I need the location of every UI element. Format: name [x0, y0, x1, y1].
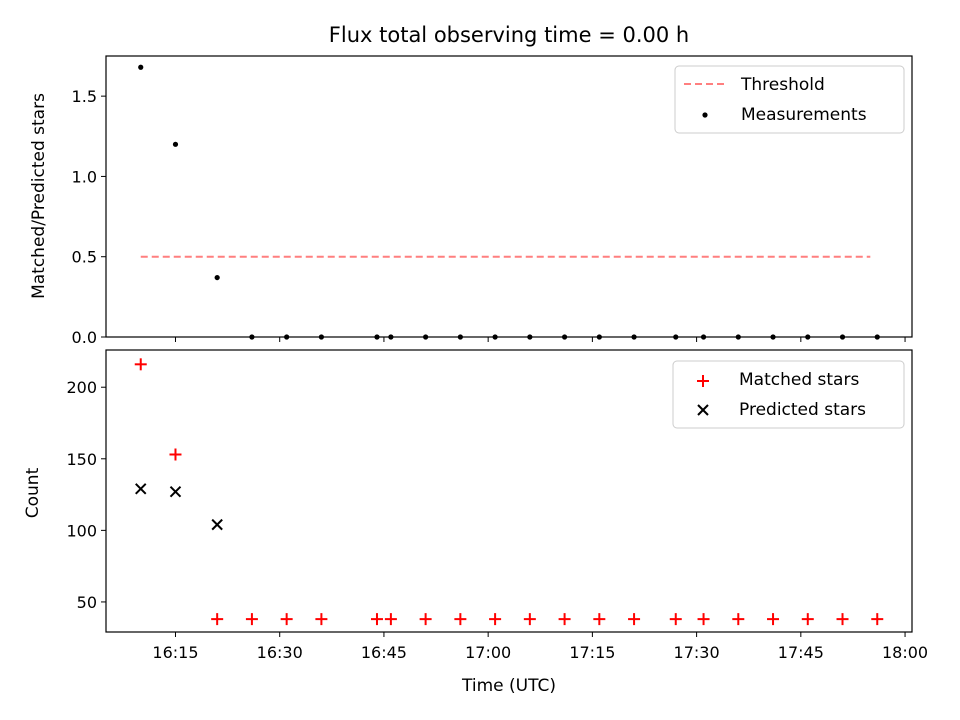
y-tick-label: 1.0	[72, 167, 97, 186]
bottom-y-axis-ticks: 50 100 150 200	[66, 378, 106, 612]
matched-star-point	[211, 613, 224, 626]
legend-measurements-swatch	[702, 112, 708, 118]
matched-star-point	[280, 613, 293, 626]
x-axis-label: Time (UTC)	[461, 676, 556, 696]
top-plot-marks	[138, 64, 880, 340]
y-tick-label: 1.5	[72, 87, 97, 106]
top-chart: Flux total observing time = 0.00 h Match…	[29, 23, 913, 347]
matched-star-point	[871, 613, 884, 626]
legend-matched-label: Matched stars	[739, 370, 859, 390]
top-x-axis-ticks	[174, 337, 906, 342]
top-legend: Threshold Measurements	[674, 65, 905, 134]
top-plot-frame	[105, 55, 913, 338]
matched-star-point	[732, 613, 745, 626]
y-tick-label: 200	[66, 378, 97, 397]
y-tick-label: 50	[77, 593, 97, 612]
matched-star-point	[489, 613, 502, 626]
matched-star-point	[801, 613, 814, 626]
x-tick-label: 17:15	[569, 643, 615, 662]
matched-star-point	[523, 613, 536, 626]
y-tick-label: 0.0	[72, 328, 97, 347]
x-tick-label: 17:45	[778, 643, 824, 662]
matched-star-point	[245, 613, 258, 626]
matched-star-point	[836, 613, 849, 626]
x-tick-label: 16:15	[152, 643, 198, 662]
matched-star-point	[454, 613, 467, 626]
predicted-star-point	[135, 483, 147, 495]
matched-star-point	[315, 613, 328, 626]
matched-star-point	[558, 613, 571, 626]
measurement-point	[172, 141, 179, 147]
bottom-plot-frame	[105, 349, 913, 633]
matched-star-point	[384, 613, 397, 626]
legend-box	[674, 65, 905, 134]
top-y-axis-ticks: 0.0 0.5 1.0 1.5	[72, 87, 106, 347]
top-y-axis-label: Matched/Predicted stars	[29, 93, 49, 299]
x-tick-label: 16:30	[257, 643, 303, 662]
legend-matched-swatch	[697, 375, 709, 387]
legend-threshold-label: Threshold	[740, 75, 825, 95]
measurement-point	[214, 274, 220, 281]
y-tick-label: 100	[66, 521, 97, 540]
y-tick-label: 150	[66, 450, 97, 469]
x-tick-label: 17:00	[465, 643, 511, 662]
bottom-legend: Matched stars Predicted stars	[672, 360, 905, 429]
y-tick-label: 0.5	[72, 248, 97, 267]
predicted-star-point	[211, 518, 223, 531]
matched-star-point	[419, 613, 432, 626]
matched-star-point	[697, 613, 710, 626]
bottom-x-axis-ticks: 16:15 16:30 16:45 17:00 17:15 17:30 17:45 18:00	[152, 632, 928, 662]
matched-star-point	[134, 358, 147, 371]
x-tick-label: 18:00	[882, 643, 928, 662]
legend-box	[672, 360, 905, 429]
x-tick-label: 17:30	[674, 643, 720, 662]
matched-star-point	[669, 613, 682, 626]
bottom-y-axis-label: Count	[23, 467, 43, 518]
legend-predicted-swatch	[697, 404, 709, 416]
x-tick-label: 16:45	[361, 643, 407, 662]
matched-star-point	[767, 613, 780, 626]
bottom-plot-marks	[134, 358, 884, 626]
matched-star-point	[370, 613, 383, 626]
legend-measurements-label: Measurements	[741, 105, 867, 125]
predicted-star-point	[169, 486, 182, 498]
matched-star-point	[628, 613, 641, 626]
matched-star-point	[169, 448, 182, 461]
matched-star-point	[593, 613, 606, 626]
legend-predicted-label: Predicted stars	[739, 400, 866, 420]
chart-title: Flux total observing time = 0.00 h	[329, 23, 689, 47]
measurement-point	[138, 64, 144, 70]
